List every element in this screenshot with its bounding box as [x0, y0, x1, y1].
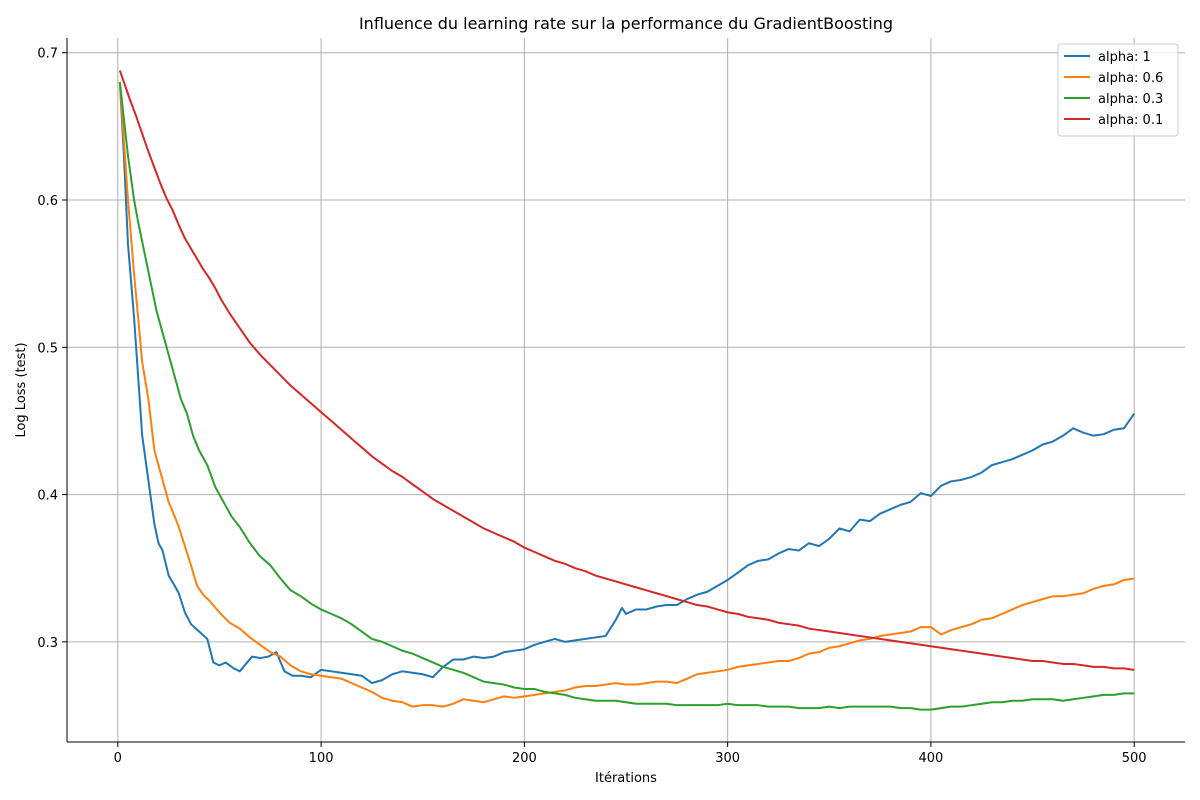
series-line-2	[118, 82, 1135, 711]
y-tick-label: 0.4	[37, 489, 58, 504]
x-tick-label: 200	[512, 751, 537, 766]
y-axis-label: Log Loss (test)	[14, 342, 29, 437]
plot-series	[118, 70, 1136, 711]
y-tick-label: 0.7	[37, 47, 58, 62]
legend: alpha: 1 alpha: 0.6 alpha: 0.3 alpha: 0.1	[1057, 43, 1179, 137]
chart-title: Influence du learning rate sur la perfor…	[359, 14, 893, 33]
x-tick-label: 0	[114, 751, 122, 766]
x-tick-label: 500	[1122, 751, 1147, 766]
y-tick-label: 0.6	[37, 194, 58, 209]
y-tick-label: 0.5	[37, 341, 58, 356]
x-tick-label: 400	[918, 751, 943, 766]
legend-box	[1057, 43, 1179, 137]
x-tick-label: 300	[715, 751, 740, 766]
tick-labels: 0 100 200 300 400 500 0.3 0.4 0.5 0.6 0.7	[37, 47, 1146, 766]
series-line-1	[118, 82, 1135, 708]
series-line-0	[118, 82, 1136, 685]
y-tick-label: 0.3	[37, 636, 58, 651]
legend-label-1: alpha: 0.6	[1098, 71, 1163, 86]
legend-label-2: alpha: 0.3	[1098, 92, 1163, 107]
axes	[62, 38, 1185, 747]
x-axis-label: Itérations	[595, 771, 657, 786]
legend-label-0: alpha: 1	[1098, 50, 1151, 65]
series-line-3	[118, 70, 1135, 671]
grid-lines	[67, 38, 1185, 742]
legend-label-3: alpha: 0.1	[1098, 113, 1163, 128]
x-tick-label: 100	[309, 751, 334, 766]
